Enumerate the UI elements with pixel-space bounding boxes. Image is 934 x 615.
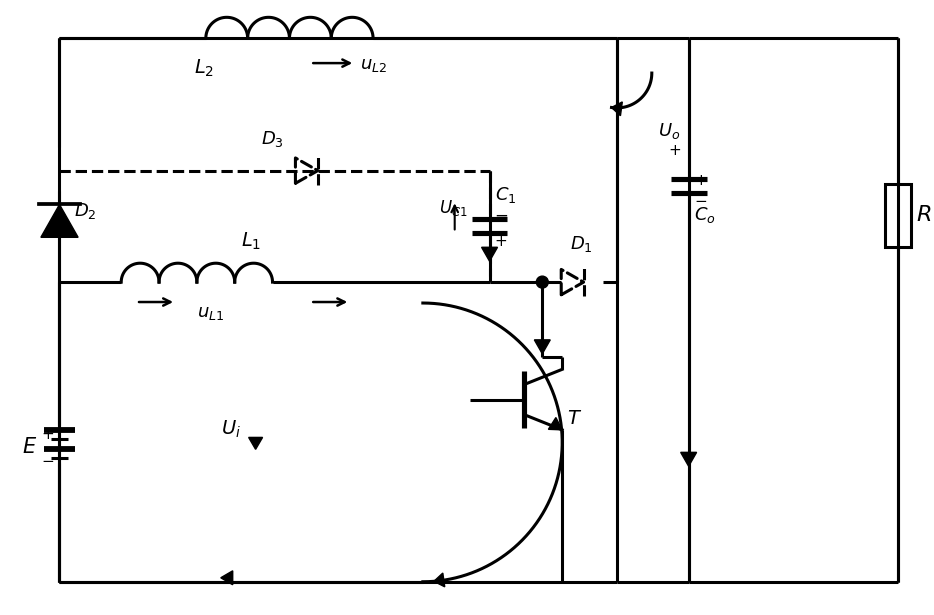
Text: $+$: $+$: [694, 173, 707, 188]
Text: $D_1$: $D_1$: [570, 234, 592, 254]
Polygon shape: [482, 247, 498, 261]
Polygon shape: [612, 102, 622, 116]
Text: $-$: $-$: [493, 205, 508, 223]
Text: $E$: $E$: [22, 437, 37, 458]
Text: $-$: $-$: [41, 452, 54, 467]
Polygon shape: [434, 573, 445, 587]
Polygon shape: [548, 418, 562, 430]
Polygon shape: [534, 340, 550, 354]
Text: $L_1$: $L_1$: [241, 231, 261, 252]
Text: $D_3$: $D_3$: [261, 129, 283, 149]
Polygon shape: [681, 453, 697, 466]
Circle shape: [536, 276, 548, 288]
Text: $R$: $R$: [915, 205, 931, 226]
Polygon shape: [41, 204, 78, 237]
Text: $L_2$: $L_2$: [194, 58, 214, 79]
Polygon shape: [220, 571, 233, 585]
Text: $D_2$: $D_2$: [75, 202, 97, 221]
Text: $+$: $+$: [41, 427, 54, 442]
Text: $+$: $+$: [493, 234, 506, 249]
Text: $u_{L2}$: $u_{L2}$: [361, 56, 388, 74]
Text: $C_o$: $C_o$: [694, 205, 715, 226]
Polygon shape: [248, 437, 262, 450]
Text: $+$: $+$: [668, 143, 681, 158]
Text: $-$: $-$: [694, 192, 707, 207]
Text: $u_{L1}$: $u_{L1}$: [197, 304, 224, 322]
Bar: [884, 183, 911, 247]
Text: $U_o$: $U_o$: [658, 121, 681, 141]
Text: $U_i$: $U_i$: [220, 419, 241, 440]
Text: $T$: $T$: [567, 409, 583, 428]
Text: $U_{C1}$: $U_{C1}$: [439, 199, 468, 218]
Text: $C_1$: $C_1$: [494, 184, 516, 205]
